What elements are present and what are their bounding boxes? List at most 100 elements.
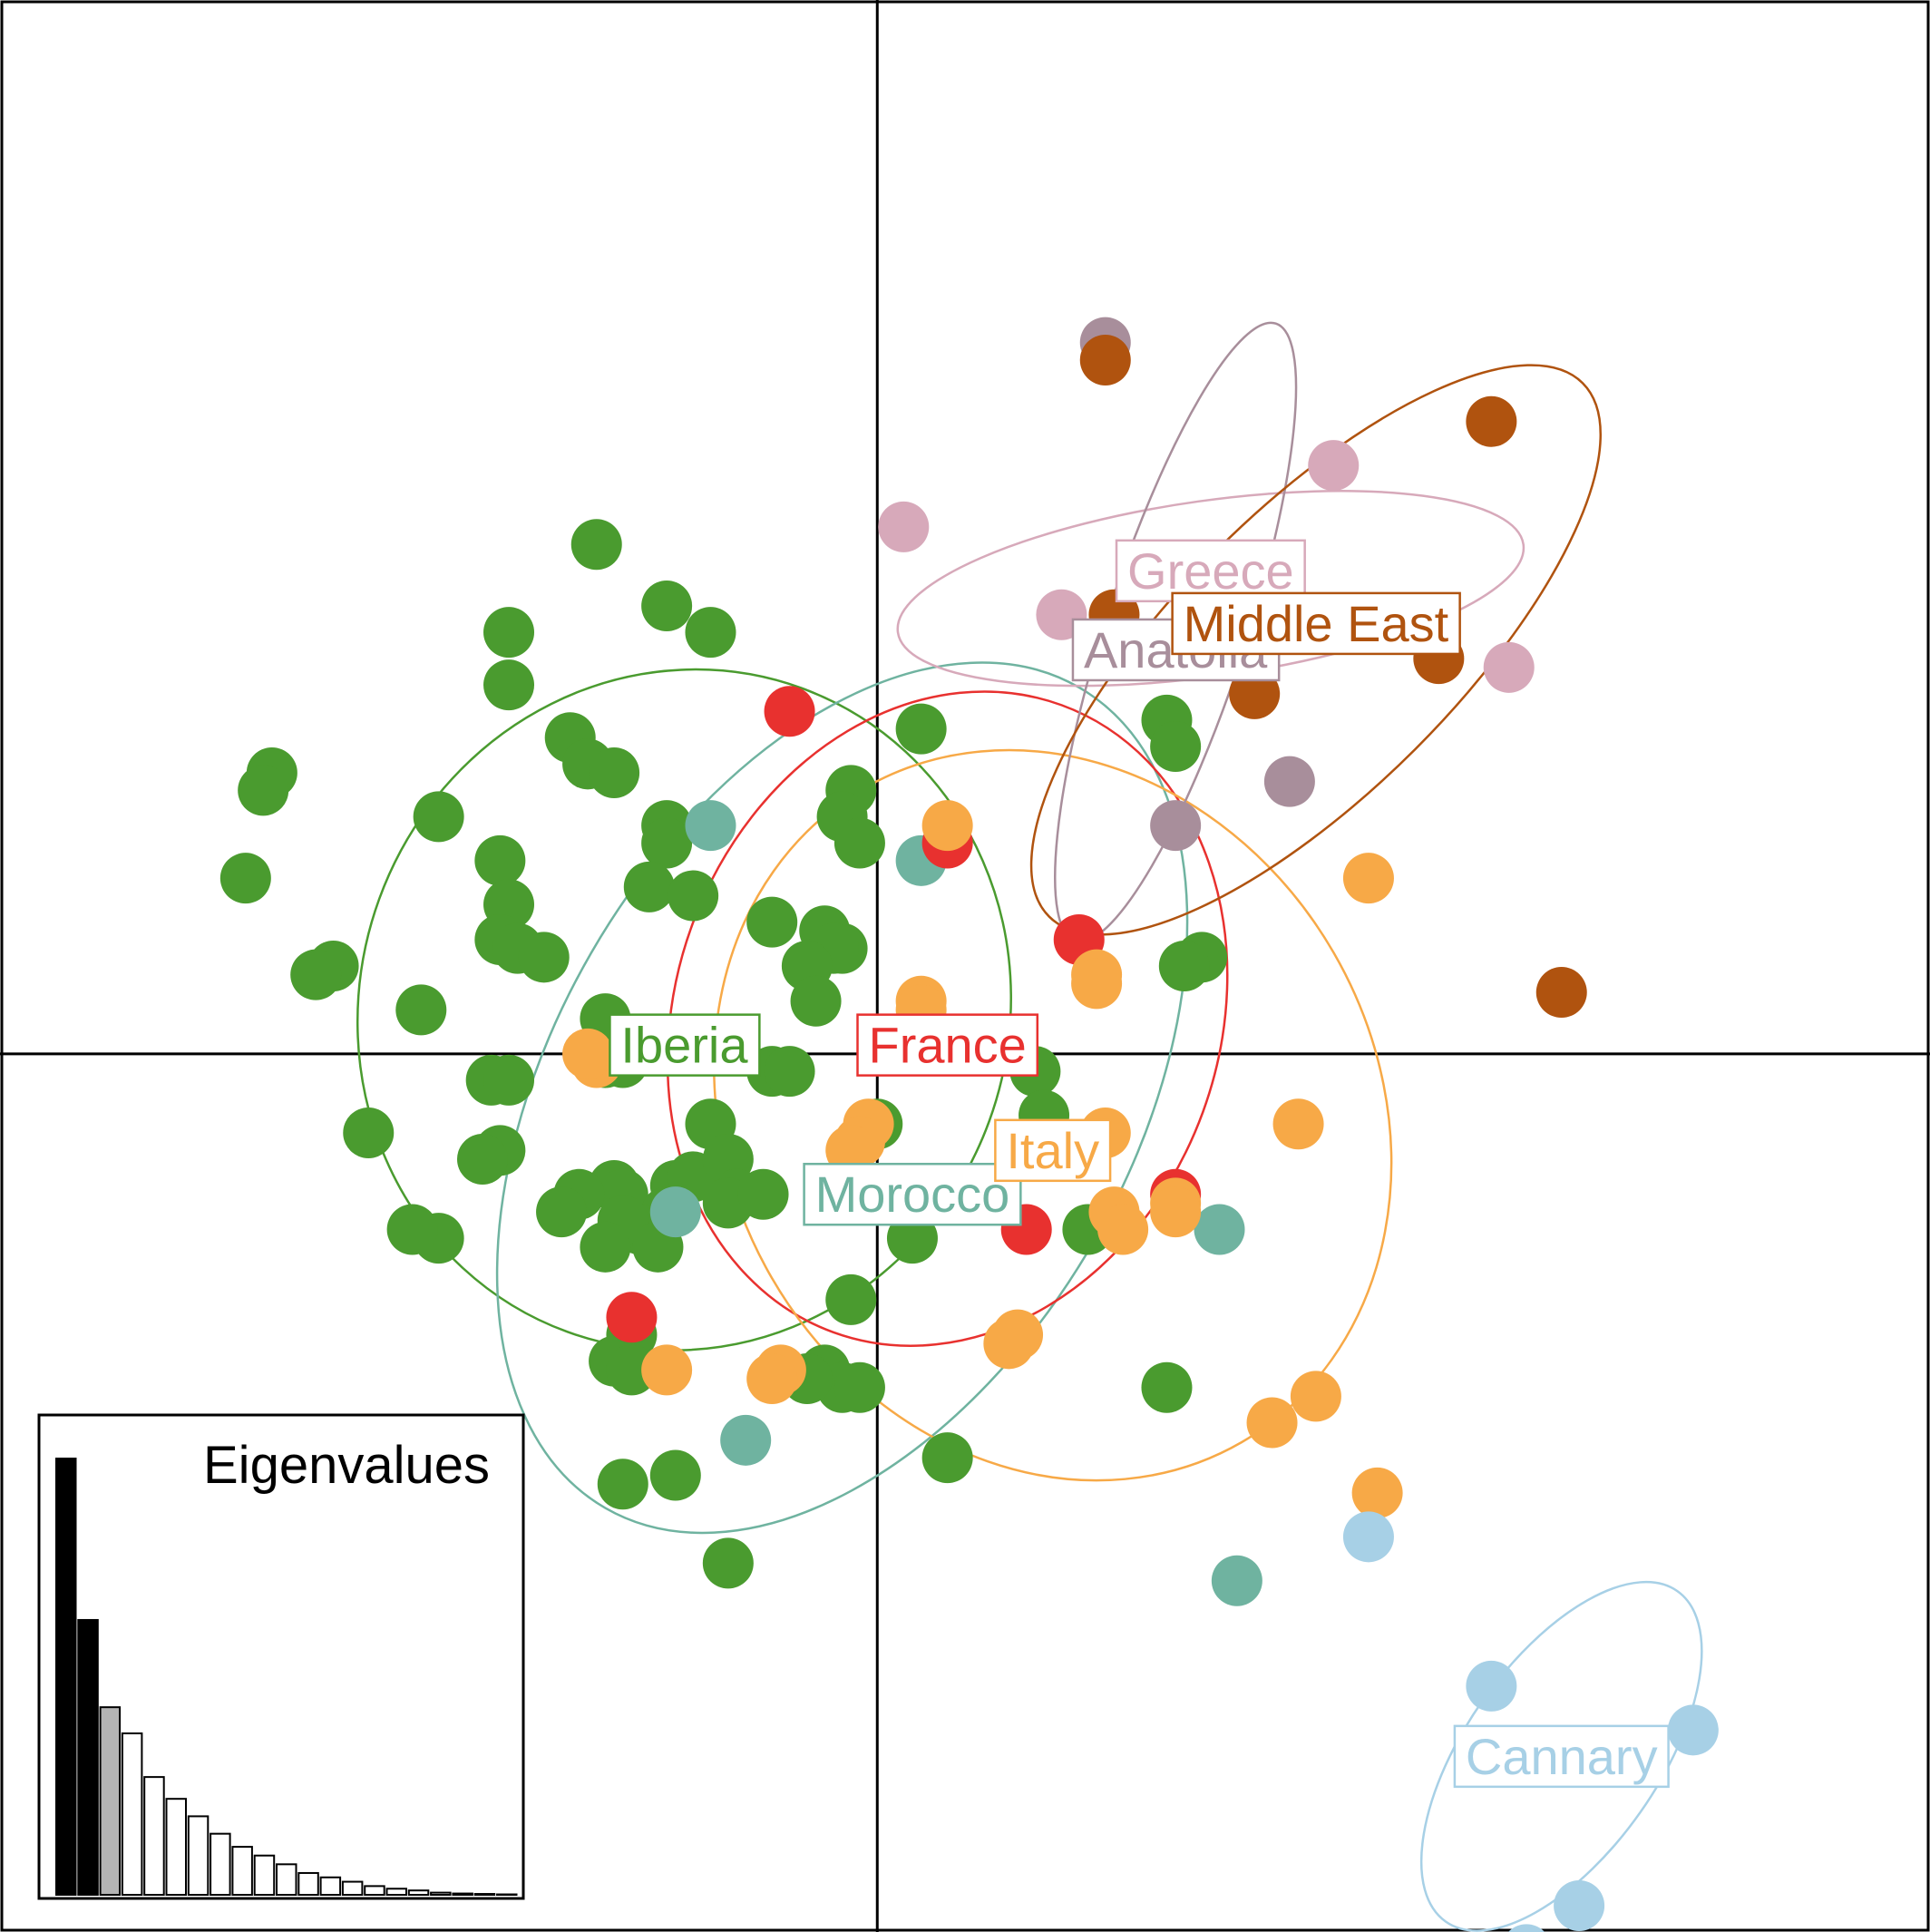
eigenvalue-bar-18 — [430, 1891, 452, 1896]
point-iberia-1 — [641, 581, 693, 632]
eigenvalue-bar-14 — [341, 1880, 364, 1897]
point-iberia-0 — [570, 519, 622, 571]
eigenvalue-bar-15 — [364, 1885, 385, 1896]
eigenvalue-bar-11 — [276, 1863, 297, 1897]
label-greece: Greece — [1127, 542, 1294, 600]
ellipse-france — [666, 690, 1229, 1347]
point-iberia-3 — [483, 607, 535, 659]
label-box-middle-east — [1171, 591, 1461, 656]
point-iberia-40 — [764, 1046, 815, 1098]
point-italy-12 — [1097, 1204, 1149, 1255]
point-iberia-59 — [386, 1204, 438, 1255]
point-iberia-57 — [536, 1186, 588, 1238]
point-greece-0 — [878, 501, 930, 552]
point-iberia-13 — [474, 834, 526, 886]
label-cannary: Cannary — [1466, 1728, 1658, 1785]
point-iberia-61 — [580, 1221, 631, 1273]
point-iberia-22 — [290, 949, 342, 1000]
eigenvalue-bar-3 — [99, 1706, 122, 1897]
point-middle-east-1 — [1466, 395, 1517, 447]
point-iberia-69 — [921, 1432, 973, 1484]
eigenvalue-bar-8 — [210, 1832, 231, 1897]
point-cannary-1 — [1466, 1660, 1517, 1712]
point-france-5 — [606, 1292, 658, 1343]
eigenvalue-bar-2 — [77, 1618, 99, 1896]
point-cannary-0 — [1342, 1511, 1394, 1563]
point-anatolia-2 — [1150, 800, 1202, 852]
point-italy-0 — [921, 800, 973, 852]
point-iberia-17 — [668, 870, 719, 922]
point-cannary-4 — [1507, 1924, 1545, 1932]
eigenvalue-bar-10 — [253, 1854, 276, 1896]
point-iberia-12 — [641, 817, 693, 869]
point-iberia-20 — [518, 932, 570, 983]
eigenvalue-bar-5 — [143, 1776, 165, 1896]
eigenvalue-bar-20 — [473, 1893, 496, 1897]
eigenvalue-bar-16 — [385, 1888, 407, 1897]
point-iberia-25 — [746, 896, 798, 948]
point-italy-24 — [1342, 853, 1394, 904]
point-iberia-77 — [1141, 1361, 1193, 1413]
point-cannary-2 — [1667, 1704, 1719, 1756]
point-middle-east-0 — [1079, 334, 1131, 385]
group-label-layer: IberiaMoroccoFranceItalyGreeceAnatoliaMi… — [609, 539, 1670, 1789]
label-morocco: Morocco — [815, 1166, 1010, 1223]
label-group-greece: Greece — [1115, 539, 1306, 603]
point-layer — [219, 317, 1719, 1932]
point-iberia-52 — [737, 1168, 789, 1220]
point-greece-3 — [1483, 641, 1535, 693]
point-italy-15 — [1272, 1098, 1324, 1150]
eigenvalue-bar-12 — [297, 1871, 319, 1896]
point-iberia-64 — [825, 1273, 877, 1325]
point-italy-17 — [983, 1318, 1035, 1370]
point-iberia-82 — [649, 1449, 701, 1501]
point-iberia-7 — [589, 747, 640, 798]
label-group-iberia: Iberia — [609, 1013, 761, 1077]
point-iberia-41 — [343, 1107, 395, 1158]
point-iberia-10 — [413, 791, 464, 843]
label-box-morocco — [803, 1162, 1022, 1226]
point-iberia-14 — [219, 853, 271, 904]
eigenvalue-bar-19 — [452, 1892, 473, 1896]
point-italy-20 — [641, 1344, 693, 1396]
eigenvalue-bar-13 — [319, 1876, 342, 1897]
label-group-morocco: Morocco — [803, 1162, 1022, 1226]
label-iberia: Iberia — [620, 1017, 748, 1074]
point-iberia-83 — [702, 1537, 754, 1589]
point-morocco-4 — [720, 1414, 772, 1466]
label-italy: Italy — [1006, 1122, 1099, 1179]
eigenvalue-bar-1 — [55, 1458, 77, 1896]
point-italy-2 — [1071, 958, 1123, 1010]
point-italy-22 — [1246, 1397, 1298, 1449]
point-anatolia-1 — [1263, 756, 1315, 807]
point-iberia-80 — [606, 1344, 658, 1396]
point-iberia-4 — [483, 659, 535, 711]
label-box-italy — [994, 1118, 1112, 1183]
label-box-iberia — [609, 1013, 761, 1077]
point-iberia-43 — [457, 1134, 508, 1185]
eigenvalue-bar-4 — [121, 1732, 143, 1897]
label-box-greece — [1115, 539, 1306, 603]
ellipse-iberia — [356, 668, 1012, 1351]
point-italy-6 — [562, 1028, 614, 1079]
point-iberia-33 — [833, 817, 885, 869]
point-iberia-32 — [790, 975, 842, 1027]
eigenvalues-bars — [55, 1458, 518, 1897]
label-group-france: France — [856, 1013, 1039, 1077]
point-italy-19 — [746, 1353, 798, 1405]
point-greece-1 — [1308, 440, 1360, 492]
point-iberia-38 — [483, 1054, 535, 1106]
eigenvalue-bar-7 — [187, 1815, 210, 1897]
point-iberia-76 — [1158, 941, 1210, 991]
point-france-0 — [764, 686, 815, 737]
point-iberia-81 — [597, 1459, 648, 1510]
point-italy-14 — [1150, 1186, 1202, 1238]
label-middle-east: Middle East — [1184, 595, 1449, 652]
eigenvalue-bar-17 — [407, 1889, 430, 1896]
point-iberia-68 — [833, 1361, 885, 1413]
point-iberia-23 — [395, 984, 447, 1036]
label-france: France — [869, 1017, 1027, 1074]
eigenvalues-inset: Eigenvalues — [37, 1413, 525, 1900]
point-italy-21 — [1290, 1371, 1341, 1422]
